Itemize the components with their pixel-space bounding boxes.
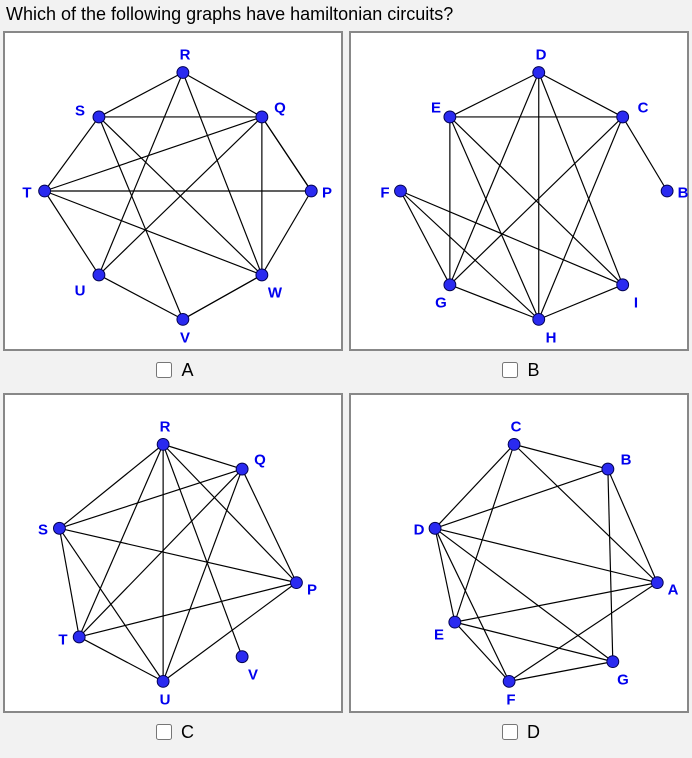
option-d-text: D <box>527 722 540 743</box>
option-b-label[interactable]: B <box>498 351 539 393</box>
option-b-checkbox[interactable] <box>502 362 518 378</box>
option-c-label[interactable]: C <box>152 713 194 755</box>
option-c-text: C <box>181 722 194 743</box>
option-a-text: A <box>181 360 193 381</box>
option-d-checkbox[interactable] <box>502 724 518 740</box>
option-c-cell: RQSPTVU C <box>0 393 346 755</box>
graph-grid: RSQTPUWV A DECFBGIH B RQSPTVU C CBDAEGF D <box>0 31 692 755</box>
option-a-checkbox[interactable] <box>156 362 172 378</box>
graph-panel-c: RQSPTVU <box>3 393 343 713</box>
option-d-cell: CBDAEGF D <box>346 393 692 755</box>
option-a-label[interactable]: A <box>152 351 193 393</box>
graph-panel-d: CBDAEGF <box>349 393 689 713</box>
option-a-cell: RSQTPUWV A <box>0 31 346 393</box>
question-text: Which of the following graphs have hamil… <box>0 0 692 31</box>
option-b-text: B <box>527 360 539 381</box>
option-b-cell: DECFBGIH B <box>346 31 692 393</box>
option-d-label[interactable]: D <box>498 713 540 755</box>
graph-panel-b: DECFBGIH <box>349 31 689 351</box>
option-c-checkbox[interactable] <box>156 724 172 740</box>
graph-panel-a: RSQTPUWV <box>3 31 343 351</box>
